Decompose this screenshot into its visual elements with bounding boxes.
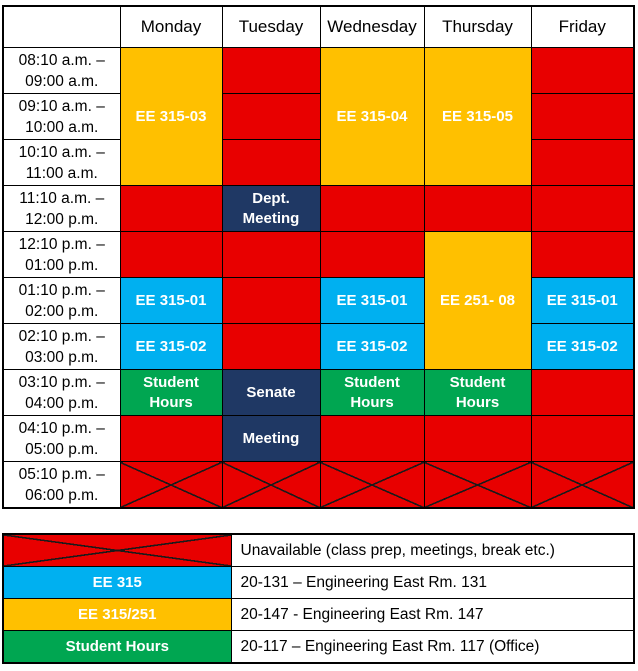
- event-ee-315-01: EE 315-01: [319, 277, 425, 324]
- unavailable-cell: [119, 415, 223, 462]
- legend-row-ee315-251: EE 315/251 20-147 - Engineering East Rm.…: [2, 598, 635, 631]
- row-1010: 10:10 a.m. – 11:00 a.m.: [2, 139, 635, 186]
- time-slot-label: 09:10 a.m. – 10:00 a.m.: [2, 93, 121, 140]
- unavailable-cell: [530, 47, 635, 94]
- event-dept-meeting: Dept. Meeting: [221, 185, 321, 232]
- unavailable-cell: [319, 231, 425, 278]
- unavailable-cell: [530, 93, 635, 140]
- event-ee-251-08: EE 251- 08: [423, 231, 532, 370]
- day-header-tuesday: Tuesday: [221, 5, 321, 48]
- unavailable-cell: [221, 47, 321, 94]
- unavailable-cell: [530, 415, 635, 462]
- time-slot-label: 02:10 p.m. – 03:00 p.m.: [2, 323, 121, 370]
- time-slot-label: 01:10 p.m. – 02:00 p.m.: [2, 277, 121, 324]
- legend-swatch-student-hours: Student Hours: [2, 630, 232, 664]
- unavailable-cell: [319, 185, 425, 232]
- unavailable-cell: [319, 415, 425, 462]
- legend-table: Unavailable (class prep, meetings, break…: [2, 533, 635, 664]
- time-slot-label: 11:10 a.m. – 12:00 p.m.: [2, 185, 121, 232]
- unavailable-cell: [530, 139, 635, 186]
- unavailable-crossed-cell: [119, 461, 223, 509]
- legend-description: 20-147 - Engineering East Rm. 147: [230, 598, 635, 631]
- unavailable-cell: [119, 231, 223, 278]
- event-meeting: Meeting: [221, 415, 321, 462]
- unavailable-cell: [530, 369, 635, 416]
- day-header-monday: Monday: [119, 5, 223, 48]
- unavailable-crossed-cell: [221, 461, 321, 509]
- time-slot-label: 08:10 a.m. – 09:00 a.m.: [2, 47, 121, 94]
- unavailable-cell: [530, 231, 635, 278]
- legend-swatch-ee315: EE 315: [2, 566, 232, 599]
- time-column-header: [2, 5, 121, 48]
- unavailable-cell: [423, 185, 532, 232]
- event-ee-315-03: EE 315-03: [119, 47, 223, 186]
- event-student-hours: Student Hours: [119, 369, 223, 416]
- unavailable-crossed-cell: [423, 461, 532, 509]
- row-1210: 12:10 p.m. – 01:00 p.m. EE 251- 08: [2, 231, 635, 370]
- unavailable-cell: [221, 231, 321, 278]
- legend-swatch-unavailable: [2, 533, 232, 567]
- row-0810: 08:10 a.m. – 09:00 a.m. EE 315-03 EE 315…: [2, 47, 635, 186]
- legend-description: 20-117 – Engineering East Rm. 117 (Offic…: [230, 630, 635, 664]
- row-0210: 02:10 p.m. – 03:00 p.m. EE 315-02 EE 315…: [2, 323, 635, 370]
- day-header-wednesday: Wednesday: [319, 5, 425, 48]
- unavailable-cell: [221, 277, 321, 324]
- time-slot-label: 04:10 p.m. – 05:00 p.m.: [2, 415, 121, 462]
- time-slot-label: 12:10 p.m. – 01:00 p.m.: [2, 231, 121, 278]
- unavailable-cell: [530, 185, 635, 232]
- row-0410: 04:10 p.m. – 05:00 p.m. Meeting: [2, 415, 635, 462]
- day-header-thursday: Thursday: [423, 5, 532, 48]
- event-ee-315-04: EE 315-04: [319, 47, 425, 186]
- time-slot-label: 10:10 a.m. – 11:00 a.m.: [2, 139, 121, 186]
- event-ee-315-01: EE 315-01: [119, 277, 223, 324]
- row-0110: 01:10 p.m. – 02:00 p.m. EE 315-01 EE 315…: [2, 277, 635, 324]
- legend-description: Unavailable (class prep, meetings, break…: [230, 533, 635, 567]
- event-senate: Senate: [221, 369, 321, 416]
- unavailable-cell: [119, 185, 223, 232]
- event-student-hours: Student Hours: [319, 369, 425, 416]
- unavailable-cell: [423, 415, 532, 462]
- header-row: Monday Tuesday Wednesday Thursday Friday: [2, 5, 635, 48]
- legend-swatch-ee315-251: EE 315/251: [2, 598, 232, 631]
- event-ee-315-02: EE 315-02: [119, 323, 223, 370]
- time-slot-label: 05:10 p.m. – 06:00 p.m.: [2, 461, 121, 509]
- unavailable-crossed-cell: [530, 461, 635, 509]
- schedule-table: Monday Tuesday Wednesday Thursday Friday…: [2, 5, 635, 509]
- row-0310: 03:10 p.m. – 04:00 p.m. Student Hours Se…: [2, 369, 635, 416]
- legend-row-unavailable: Unavailable (class prep, meetings, break…: [2, 533, 635, 567]
- event-student-hours: Student Hours: [423, 369, 532, 416]
- day-header-friday: Friday: [530, 5, 635, 48]
- legend-row-ee315: EE 315 20-131 – Engineering East Rm. 131: [2, 566, 635, 599]
- event-ee-315-05: EE 315-05: [423, 47, 532, 186]
- row-1110: 11:10 a.m. – 12:00 p.m. Dept. Meeting: [2, 185, 635, 232]
- legend-row-student-hours: Student Hours 20-117 – Engineering East …: [2, 630, 635, 664]
- row-0910: 09:10 a.m. – 10:00 a.m.: [2, 93, 635, 140]
- time-slot-label: 03:10 p.m. – 04:00 p.m.: [2, 369, 121, 416]
- event-ee-315-01: EE 315-01: [530, 277, 635, 324]
- unavailable-cell: [221, 139, 321, 186]
- unavailable-cell: [221, 323, 321, 370]
- event-ee-315-02: EE 315-02: [530, 323, 635, 370]
- event-ee-315-02: EE 315-02: [319, 323, 425, 370]
- unavailable-crossed-cell: [319, 461, 425, 509]
- legend-description: 20-131 – Engineering East Rm. 131: [230, 566, 635, 599]
- unavailable-cell: [221, 93, 321, 140]
- row-0510: 05:10 p.m. – 06:00 p.m.: [2, 461, 635, 509]
